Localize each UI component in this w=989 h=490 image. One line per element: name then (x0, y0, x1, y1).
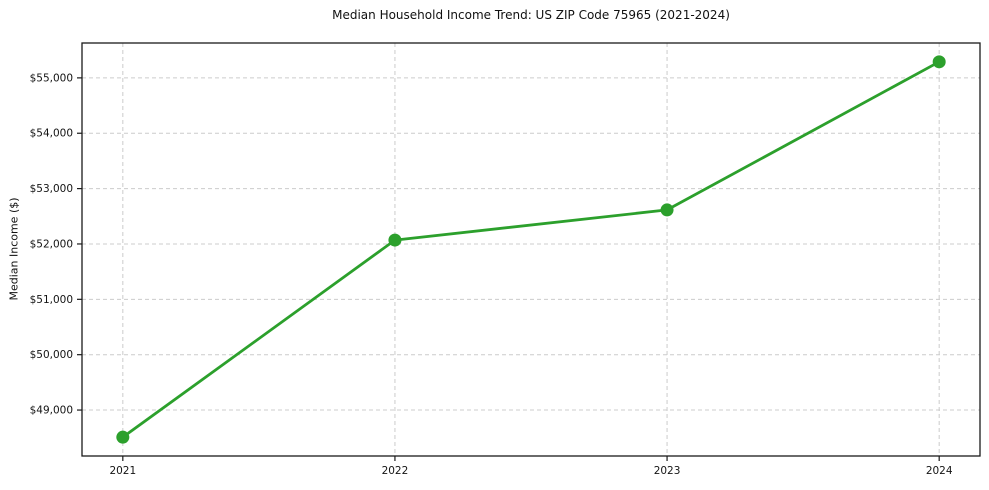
x-tick-label: 2023 (654, 465, 681, 477)
x-tick-label: 2021 (109, 465, 136, 477)
gridlines (82, 43, 980, 456)
y-tick-label: $50,000 (30, 349, 73, 361)
y-tick-label: $49,000 (30, 405, 73, 417)
y-tick-label: $55,000 (30, 72, 73, 84)
x-tick-label: 2022 (382, 465, 409, 477)
data-point-2021 (116, 430, 130, 444)
plot-border (81, 42, 981, 457)
data-point-2024 (932, 55, 946, 69)
y-tick-label: $52,000 (30, 238, 73, 250)
income-line-series (121, 60, 941, 439)
x-tick-label: 2024 (926, 465, 953, 477)
data-point-2023 (660, 203, 674, 217)
axis-ticks (77, 77, 940, 461)
y-tick-label: $53,000 (30, 183, 73, 195)
data-point-2022 (388, 233, 402, 247)
tick-labels: $49,000 $50,000 $51,000 $52,000 $53,000 $54,0… (30, 72, 953, 477)
y-tick-label: $54,000 (30, 128, 73, 140)
chart-title: Median Household Income Trend: US ZIP Co… (332, 8, 730, 22)
y-tick-label: $51,000 (30, 294, 73, 306)
